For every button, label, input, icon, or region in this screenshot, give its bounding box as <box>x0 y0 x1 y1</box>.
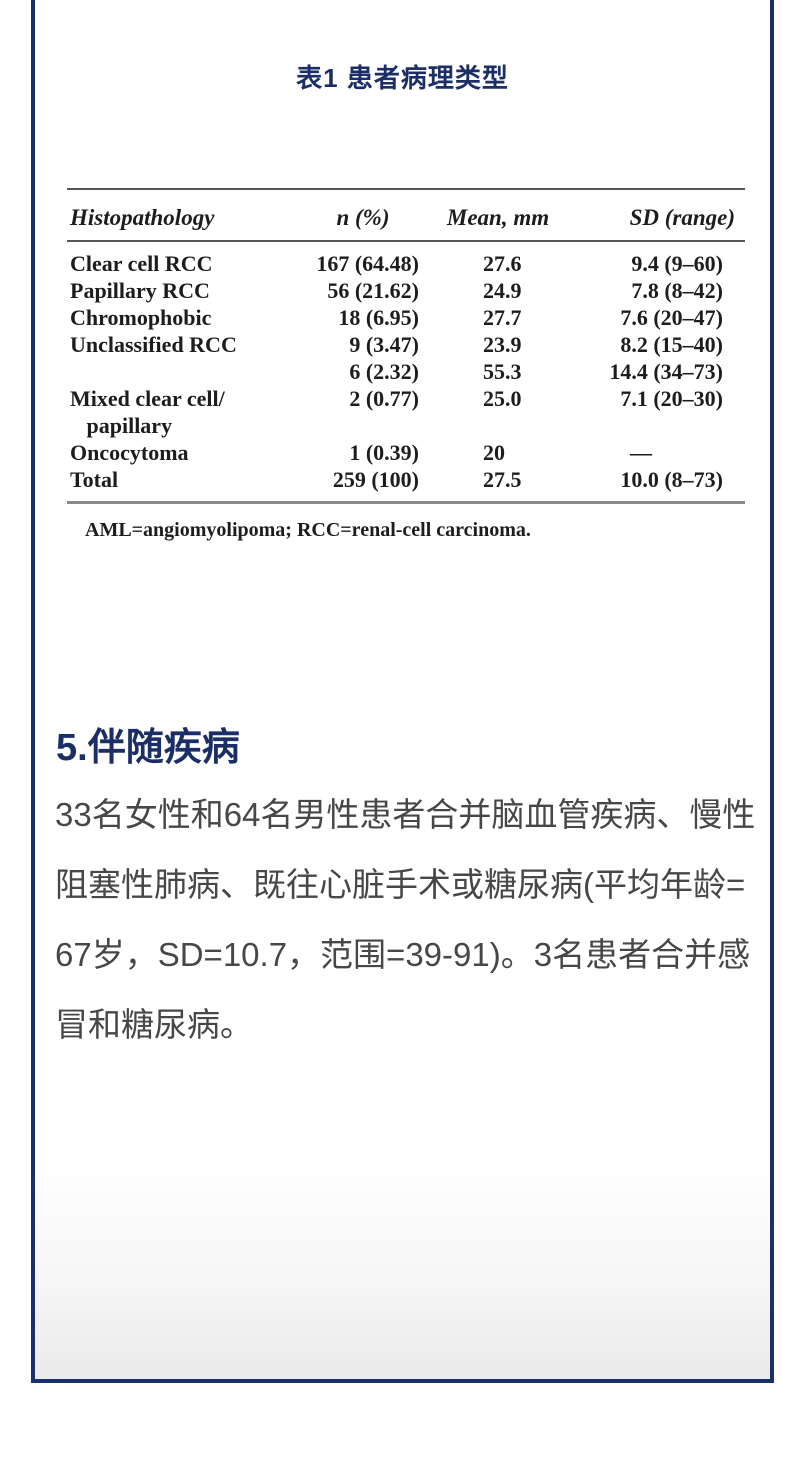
section-paragraph: 33名女性和64名男性患者合并脑血管疾病、慢性 阻塞性肺病、既往心脏手术或糖尿病… <box>55 780 757 1060</box>
table-row: Clear cell RCC 167 (64.48) 27.6 9.4 (9–6… <box>67 241 745 277</box>
row-n: 6 (2.32) <box>349 359 419 384</box>
row-n: 2 (0.77) <box>349 386 419 411</box>
row-sd: 10.0 (8–73) <box>620 467 723 492</box>
row-label: Total <box>70 467 119 492</box>
table-row: Chromophobic 18 (6.95) 27.7 7.6 (20–47) <box>67 304 745 331</box>
row-n: 56 (21.62) <box>327 278 419 303</box>
row-label: Clear cell RCC <box>70 251 213 276</box>
row-sd: 8.2 (15–40) <box>620 332 723 357</box>
table-caption: 表1 患者病理类型 <box>296 63 509 93</box>
row-n: 1 (0.39) <box>349 440 419 465</box>
table-row: Oncocytoma 1 (0.39) 20 — <box>67 439 745 466</box>
row-mean: 55.3 <box>483 359 522 384</box>
section-heading: 5.伴随疾病 <box>56 727 240 769</box>
row-mean: 24.9 <box>483 278 522 303</box>
paragraph-line: 阻塞性肺病、既往心脏手术或糖尿病(平均年龄= <box>55 866 746 903</box>
row-mean: 25.0 <box>483 386 522 411</box>
row-sd: — <box>630 440 652 465</box>
row-mean: 27.5 <box>483 467 522 492</box>
col-header-n-percent: n (%) <box>307 189 419 242</box>
col-header-sd-range: SD (range) <box>577 189 745 242</box>
row-mean: 27.7 <box>483 305 522 330</box>
table-footnote: AML=angiomyolipoma; RCC=renal-cell carci… <box>85 519 531 541</box>
row-label: Mixed clear cell/ papillary <box>70 386 225 438</box>
row-n: 18 (6.95) <box>338 305 419 330</box>
pathology-table-figure: Histopathology n (%) Mean, mm SD (range)… <box>67 188 745 542</box>
table-row: Mixed clear cell/ papillary 2 (0.77) 25.… <box>67 385 745 439</box>
table-row: Papillary RCC 56 (21.62) 24.9 7.8 (8–42) <box>67 277 745 304</box>
row-mean: 23.9 <box>483 332 522 357</box>
row-sd: 7.6 (20–47) <box>620 305 723 330</box>
table-header-row: Histopathology n (%) Mean, mm SD (range) <box>67 189 745 242</box>
table-row: Total 259 (100) 27.5 10.0 (8–73) <box>67 466 745 503</box>
table-row: 6 (2.32) 55.3 14.4 (34–73) <box>67 358 745 385</box>
row-mean: 20 <box>483 440 505 465</box>
row-label: Oncocytoma <box>70 440 189 465</box>
row-sd: 7.8 (8–42) <box>631 278 723 303</box>
row-n: 9 (3.47) <box>349 332 419 357</box>
table-row: Unclassified RCC 9 (3.47) 23.9 8.2 (15–4… <box>67 331 745 358</box>
row-label: Papillary RCC <box>70 278 210 303</box>
col-header-mean-mm: Mean, mm <box>419 189 577 242</box>
row-n: 259 (100) <box>332 467 419 492</box>
row-sd: 14.4 (34–73) <box>609 359 723 384</box>
row-sd: 7.1 (20–30) <box>620 386 723 411</box>
row-sd: 9.4 (9–60) <box>631 251 723 276</box>
row-mean: 27.6 <box>483 251 522 276</box>
row-label: Unclassified RCC <box>70 332 237 357</box>
row-label: Chromophobic <box>70 305 212 330</box>
col-header-histopathology: Histopathology <box>67 189 307 242</box>
row-n: 167 (64.48) <box>316 251 419 276</box>
paragraph-line: 冒和糖尿病。 <box>55 1006 253 1043</box>
content-card: 表1 患者病理类型 Histopathology n (%) Mean, mm … <box>31 0 774 1383</box>
paragraph-line: 67岁，SD=10.7，范围=39-91)。3名患者合并感 <box>55 936 751 973</box>
pathology-table: Histopathology n (%) Mean, mm SD (range)… <box>67 188 745 504</box>
row-label <box>67 358 307 385</box>
paragraph-line: 33名女性和64名男性患者合并脑血管疾病、慢性 <box>55 796 756 833</box>
